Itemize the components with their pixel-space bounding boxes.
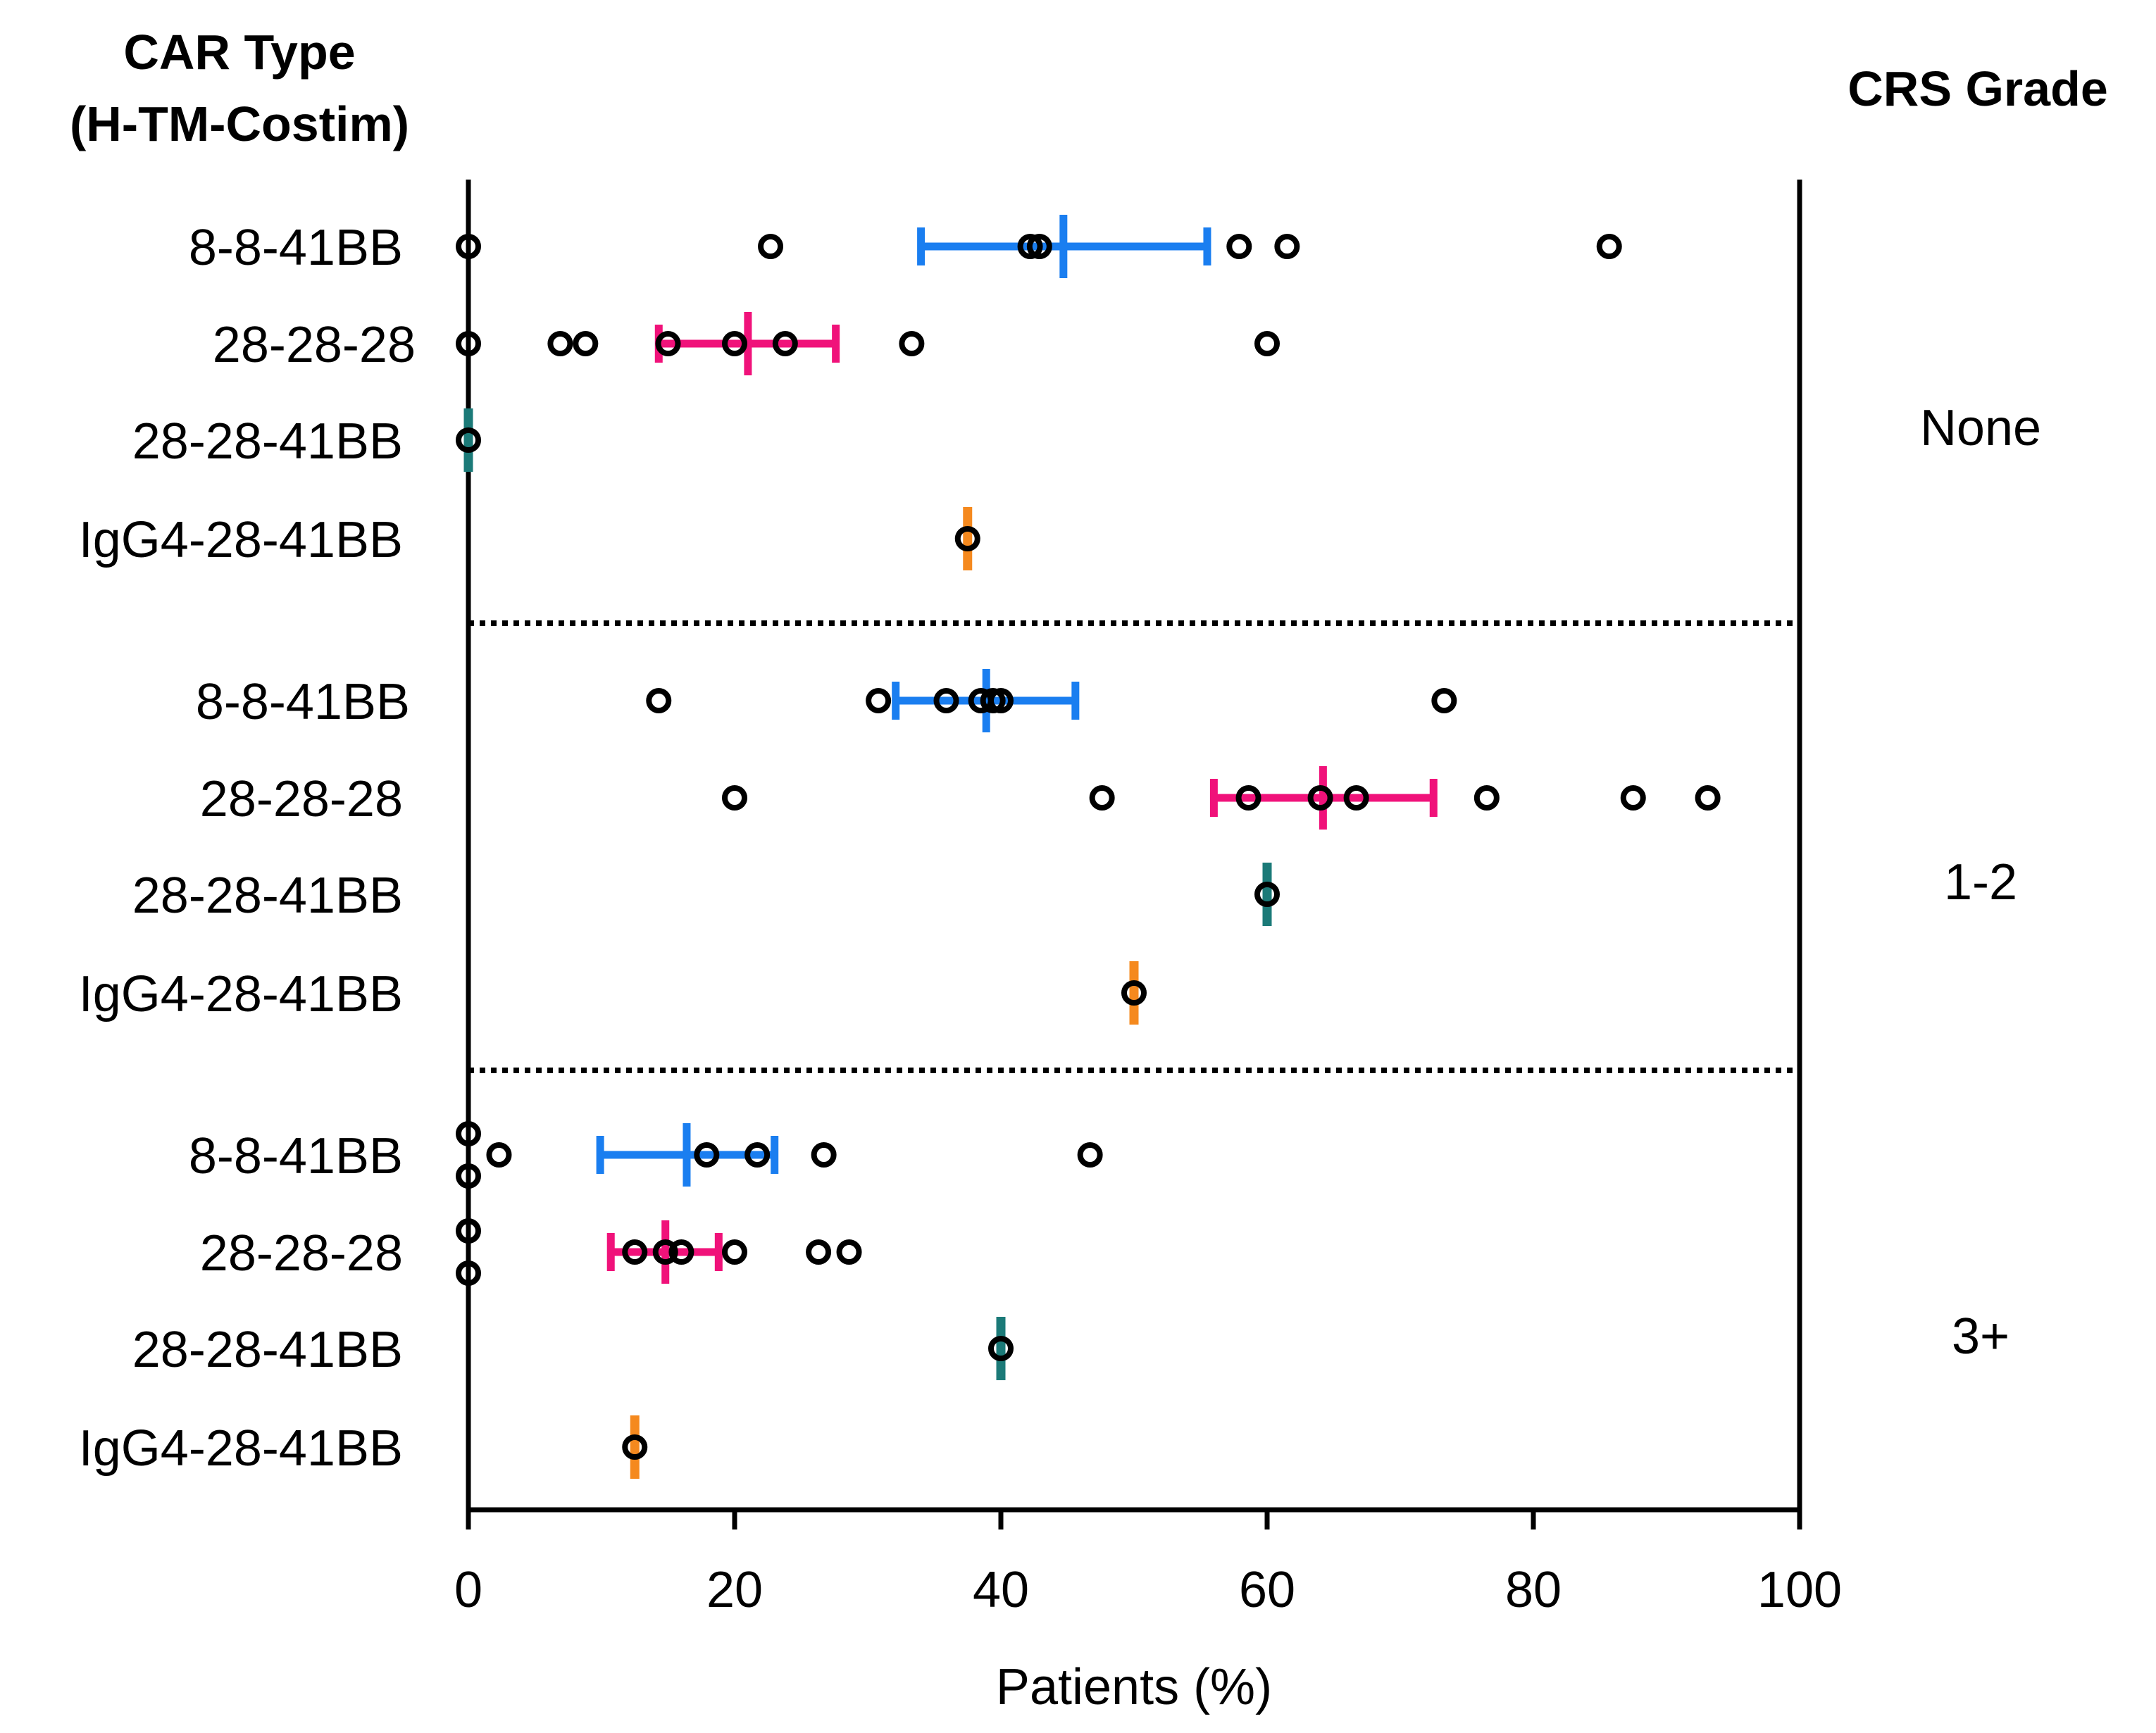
- data-point: [988, 688, 1014, 713]
- left-title-line-1: CAR Type: [123, 25, 355, 80]
- x-tick-label: 100: [1757, 1562, 1842, 1618]
- data-point: [486, 1142, 512, 1168]
- crs-grade-label: 1-2: [1944, 854, 2017, 911]
- car-type-label: 28-28-28: [200, 771, 403, 827]
- data-point: [744, 1142, 771, 1168]
- data-point: [1596, 234, 1622, 259]
- car-type-label: 28-28-41BB: [132, 1322, 403, 1378]
- right-title: CRS Grade: [1847, 61, 2108, 116]
- data-point: [954, 526, 980, 551]
- car-type-label: 8-8-41BB: [189, 220, 403, 276]
- data-point: [722, 785, 747, 811]
- left-title-line-2: (H-TM-Costim): [70, 96, 409, 151]
- data-point: [622, 1434, 648, 1460]
- data-point: [573, 331, 599, 356]
- data-point: [806, 1239, 832, 1265]
- data-point: [899, 331, 925, 356]
- data-point: [456, 234, 481, 259]
- data-point: [1274, 234, 1300, 259]
- x-tick-label: 20: [706, 1562, 763, 1618]
- car-type-label: 8-8-41BB: [196, 674, 410, 730]
- crs-grade-label: 3+: [1952, 1308, 2009, 1365]
- data-point: [655, 331, 681, 356]
- data-point: [988, 1336, 1014, 1361]
- data-point: [1017, 234, 1043, 259]
- data-point: [722, 1239, 747, 1265]
- data-point: [1235, 785, 1261, 811]
- data-point: [456, 427, 481, 453]
- car-type-label: IgG4-28-41BB: [79, 1420, 403, 1477]
- data-point: [1121, 980, 1147, 1006]
- data-point: [668, 1239, 694, 1265]
- data-point: [980, 688, 1006, 713]
- data-point: [1431, 688, 1457, 713]
- data-point: [836, 1239, 862, 1265]
- x-tick-label: 40: [973, 1562, 1029, 1618]
- data-point: [1026, 234, 1052, 259]
- data-point: [811, 1142, 837, 1168]
- data-point: [652, 1239, 678, 1265]
- data-point: [456, 1121, 481, 1146]
- data-point: [772, 331, 798, 356]
- data-point: [1695, 785, 1721, 811]
- data-point: [1307, 785, 1333, 811]
- car-type-label: IgG4-28-41BB: [79, 966, 403, 1022]
- car-type-label: 8-8-41BB: [189, 1128, 403, 1184]
- data-point: [1473, 785, 1500, 811]
- data-point: [1077, 1142, 1103, 1168]
- data-point: [1254, 331, 1280, 356]
- data-point: [646, 688, 672, 713]
- data-point: [1343, 785, 1369, 811]
- data-point: [622, 1239, 648, 1265]
- crs-grade-label: None: [1920, 400, 2041, 456]
- data-point: [933, 688, 959, 713]
- data-point: [456, 331, 481, 356]
- data-point: [1254, 882, 1280, 907]
- data-point: [456, 1260, 481, 1286]
- x-tick-label: 80: [1505, 1562, 1562, 1618]
- car-type-label: 28-28-41BB: [132, 413, 403, 470]
- data-point: [1620, 785, 1646, 811]
- data-point: [1226, 234, 1252, 259]
- data-point: [722, 331, 747, 356]
- car-type-label: 28-28-28: [213, 317, 416, 373]
- x-tick-label: 60: [1239, 1562, 1295, 1618]
- data-point: [456, 1163, 481, 1189]
- data-point: [456, 1218, 481, 1244]
- data-point: [694, 1142, 720, 1168]
- car-type-label: 28-28-28: [200, 1225, 403, 1282]
- car-type-label: 28-28-41BB: [132, 868, 403, 924]
- x-axis-label: Patients (%): [996, 1659, 1272, 1715]
- axes: [466, 180, 1802, 1513]
- data-point: [547, 331, 573, 356]
- x-tick-label: 0: [454, 1562, 482, 1618]
- data-point: [866, 688, 892, 713]
- data-point: [1089, 785, 1115, 811]
- data-point: [758, 234, 784, 259]
- car-type-label: IgG4-28-41BB: [79, 512, 403, 568]
